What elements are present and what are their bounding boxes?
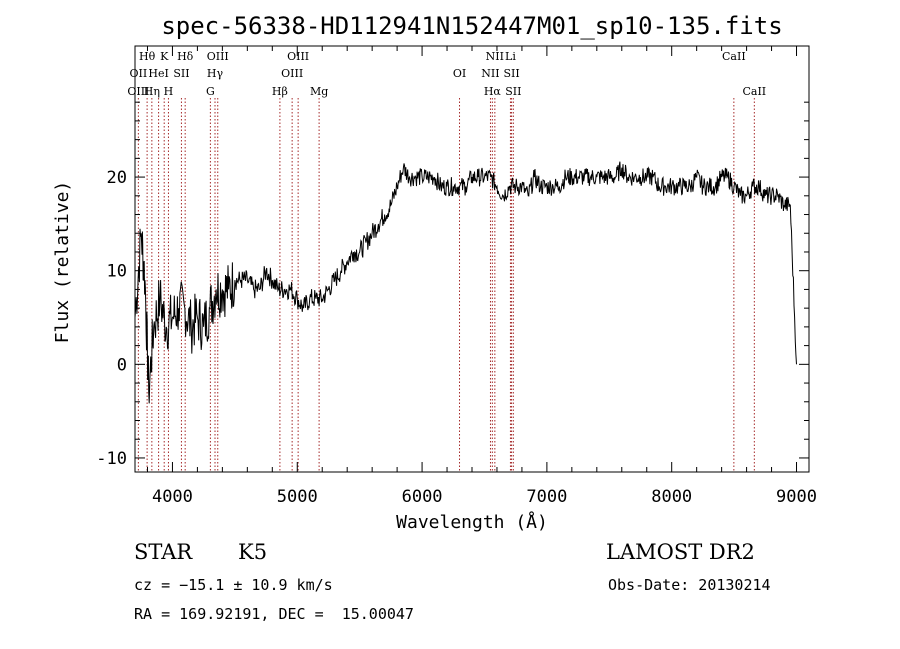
spectral-line-label: Hγ — [207, 67, 224, 80]
y-tick-label: 0 — [117, 355, 127, 375]
spectral-line-label: OIII — [207, 50, 229, 63]
x-tick-label: 9000 — [776, 487, 817, 507]
spectrum-line — [134, 161, 797, 404]
spectral-line-label: H — [164, 85, 174, 98]
obs-date-text: Obs-Date: 20130214 — [608, 576, 771, 594]
redshift-text: cz = −15.1 ± 10.9 km/s — [134, 576, 333, 594]
x-tick-label: 6000 — [402, 487, 443, 507]
spectral-line-label: Hδ — [177, 50, 194, 63]
spectral-line-label: G — [206, 85, 215, 98]
axis-ticks: 4000 5000 6000 7000 8000 9000 -10 0 10 20 — [96, 46, 817, 507]
x-axis-label: Wavelength (Å) — [396, 511, 548, 533]
spectral-line-label: Hβ — [272, 85, 288, 98]
spectral-line-label: OII — [130, 67, 148, 80]
x-tick-label: 8000 — [651, 487, 692, 507]
object-class: STAR — [134, 540, 193, 564]
survey-name: LAMOST DR2 — [606, 540, 755, 564]
spectral-line-label: SII — [505, 85, 521, 98]
chart-title: spec-56338-HD112941N152447M01_sp10-135.f… — [161, 12, 782, 40]
x-tick-label: 4000 — [152, 487, 193, 507]
spectral-line-label: OIII — [287, 50, 309, 63]
spectral-line-label: CaII — [722, 50, 746, 63]
spectral-line-label: OIII — [127, 85, 149, 98]
spectral-line-label: NII — [481, 67, 499, 80]
spectral-line-label: HeI — [148, 67, 168, 80]
spectral-line-label: NII — [486, 50, 504, 63]
y-tick-label: 20 — [107, 168, 127, 188]
spectral-line-markers — [137, 98, 755, 472]
spectral-line-label: CaII — [742, 85, 766, 98]
spectral-line-label: Mg — [310, 85, 328, 98]
spectral-line-label: Hη — [144, 85, 160, 98]
spectral-line-label: K — [160, 50, 169, 63]
spectral-line-label: Hα — [484, 85, 502, 98]
spectral-line-label: Hθ — [139, 50, 156, 63]
y-tick-label: 10 — [107, 262, 127, 282]
spectral-line-label: SII — [503, 67, 519, 80]
x-tick-label: 5000 — [277, 487, 318, 507]
spectral-line-label: Li — [505, 50, 516, 63]
x-tick-label: 7000 — [526, 487, 567, 507]
y-axis-label: Flux (relative) — [52, 181, 73, 344]
plot-frame — [134, 45, 810, 473]
coordinates-text: RA = 169.92191, DEC = 15.00047 — [134, 605, 414, 623]
spectral-line-label: OIII — [281, 67, 303, 80]
object-subclass: K5 — [238, 540, 268, 564]
y-tick-label: -10 — [96, 449, 127, 469]
spectral-line-label: SII — [173, 67, 189, 80]
spectral-line-label: OI — [453, 67, 466, 80]
